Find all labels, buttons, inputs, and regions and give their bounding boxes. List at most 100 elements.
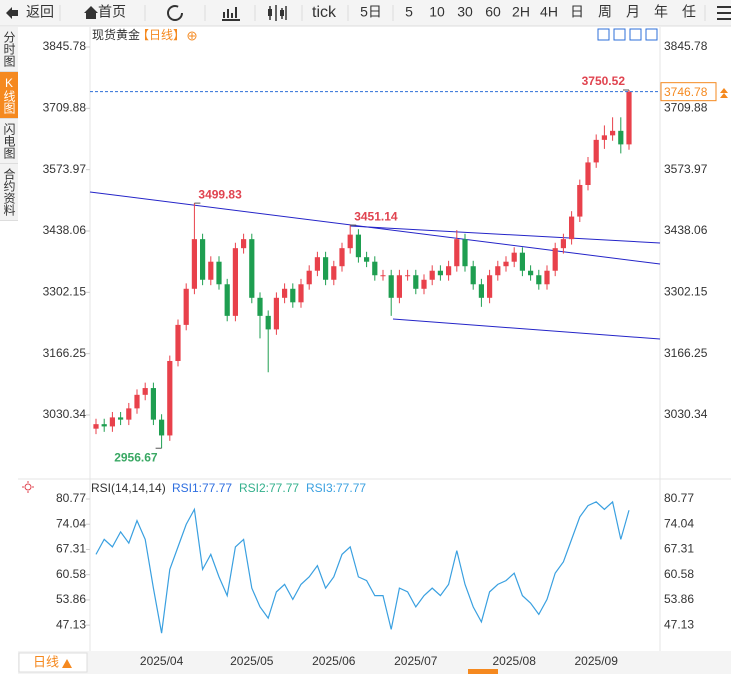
candle-body bbox=[388, 275, 394, 298]
candle-body bbox=[200, 239, 206, 280]
sidebar-tab[interactable]: 分时图 bbox=[0, 27, 18, 72]
candle-body bbox=[495, 266, 501, 276]
period-label[interactable]: 日线 bbox=[33, 654, 59, 669]
toolbar-item[interactable]: 首页 bbox=[98, 4, 126, 20]
candle-body bbox=[380, 275, 386, 277]
candle-body bbox=[437, 270, 443, 276]
candle-body bbox=[462, 239, 468, 267]
candle-body bbox=[454, 239, 460, 267]
candle-body bbox=[191, 239, 197, 289]
toolbar-item[interactable]: 60 bbox=[485, 4, 501, 20]
menu-icon[interactable] bbox=[717, 6, 731, 20]
sidebar-tab[interactable]: 闪电图 bbox=[0, 119, 18, 164]
trend-lines bbox=[89, 191, 661, 340]
y-tick-label: 3302.15 bbox=[43, 284, 87, 298]
period-arrow bbox=[62, 659, 72, 668]
rsi-tick-label-right: 74.04 bbox=[664, 516, 694, 530]
candle-body bbox=[339, 248, 345, 267]
alert-icon[interactable] bbox=[720, 88, 728, 98]
rsi-tick-label-right: 53.86 bbox=[664, 592, 694, 606]
sidebar-tab[interactable]: 合约资料 bbox=[0, 164, 18, 221]
settings-icon[interactable] bbox=[24, 483, 32, 491]
home-icon[interactable] bbox=[84, 6, 98, 19]
candle-body bbox=[585, 162, 591, 185]
x-tick-label: 2025/07 bbox=[394, 654, 438, 668]
candle-body bbox=[429, 270, 435, 280]
candle-body bbox=[306, 270, 312, 285]
candle-body bbox=[347, 234, 353, 249]
toolbar-item[interactable]: tick bbox=[312, 4, 337, 21]
candle-body bbox=[470, 266, 476, 285]
x-tick-label: 2025/06 bbox=[312, 654, 356, 668]
candle-icon-body bbox=[268, 9, 272, 16]
rsi-tick-label: 47.13 bbox=[56, 617, 86, 631]
rsi-tick-label: 53.86 bbox=[56, 592, 86, 606]
candle-body bbox=[167, 360, 173, 436]
candle-body bbox=[503, 261, 509, 267]
toolbar-item[interactable]: 4H bbox=[540, 4, 558, 20]
toolbar-item[interactable]: 任 bbox=[682, 4, 696, 20]
chart-tools[interactable] bbox=[597, 28, 658, 41]
toolbar-item[interactable]: 2H bbox=[512, 4, 530, 20]
candle-body bbox=[544, 270, 550, 285]
toolbar-item[interactable]: 10 bbox=[429, 4, 445, 20]
extreme-label: 2956.67 bbox=[114, 450, 158, 464]
date-bar bbox=[18, 651, 731, 674]
x-tick-label: 2025/08 bbox=[493, 654, 537, 668]
candle-body bbox=[569, 216, 575, 240]
y-tick-label: 3709.88 bbox=[43, 100, 87, 114]
candle-body bbox=[142, 388, 148, 395]
toolbar-item[interactable]: 返回 bbox=[26, 4, 54, 20]
rsi-legend: RSI3:77.77 bbox=[306, 481, 366, 495]
candle-body bbox=[446, 266, 452, 276]
sidebar-tab[interactable]: K线图 bbox=[0, 72, 18, 119]
rsi-legend: RSI2:77.77 bbox=[239, 481, 299, 495]
candle-body bbox=[355, 234, 361, 258]
rsi-line bbox=[95, 500, 630, 634]
candle-body bbox=[183, 288, 189, 325]
y-tick-label: 3438.06 bbox=[43, 223, 87, 237]
back-icon[interactable] bbox=[6, 7, 18, 19]
candle-body bbox=[626, 91, 632, 145]
candle-body bbox=[478, 284, 484, 298]
candle-body bbox=[405, 275, 411, 277]
candle-body bbox=[421, 279, 427, 289]
refresh-icon[interactable] bbox=[167, 5, 183, 21]
toolbar bbox=[0, 0, 731, 26]
rsi-legend: RSI1:77.77 bbox=[172, 481, 232, 495]
extreme-label: 3451.14 bbox=[354, 209, 398, 223]
indicator-icon[interactable] bbox=[222, 7, 240, 21]
y-tick-label-right: 3166.25 bbox=[664, 346, 708, 360]
x-tick-label: 2025/04 bbox=[140, 654, 184, 668]
toolbar-item[interactable]: 月 bbox=[626, 4, 640, 20]
toolbar-item[interactable]: 30 bbox=[457, 4, 473, 20]
rsi-tick-label: 74.04 bbox=[56, 516, 86, 530]
candle-body bbox=[536, 275, 542, 285]
candle-body bbox=[126, 408, 132, 420]
x-tick-label: 2025/05 bbox=[230, 654, 274, 668]
candle-body bbox=[224, 284, 230, 316]
candle-body bbox=[232, 248, 238, 316]
y-tick-label-right: 3030.34 bbox=[664, 407, 708, 421]
add-icon[interactable] bbox=[187, 31, 197, 41]
rsi-title: RSI(14,14,14) bbox=[91, 481, 166, 495]
candle-body bbox=[331, 266, 337, 280]
extreme-label: 3499.83 bbox=[198, 187, 242, 201]
sidebar: 分时图 K线图 闪电图 合约资料 bbox=[0, 27, 18, 221]
candle-body bbox=[290, 288, 296, 303]
candle-body bbox=[208, 261, 214, 280]
y-tick-label-right: 3709.88 bbox=[664, 100, 708, 114]
candle-body bbox=[610, 130, 616, 136]
toolbar-item[interactable]: 年 bbox=[654, 4, 668, 20]
candle-body bbox=[101, 424, 107, 427]
candle-body bbox=[118, 417, 124, 420]
toolbar-item[interactable]: 5日 bbox=[360, 4, 382, 20]
y-tick-label-right: 3438.06 bbox=[664, 223, 708, 237]
toolbar-item[interactable]: 日 bbox=[570, 4, 584, 20]
candle-body bbox=[577, 184, 583, 217]
toolbar-item[interactable]: 周 bbox=[598, 4, 612, 20]
candle-body bbox=[593, 139, 599, 163]
candle-body bbox=[552, 248, 558, 271]
toolbar-item[interactable]: 5 bbox=[405, 4, 413, 20]
